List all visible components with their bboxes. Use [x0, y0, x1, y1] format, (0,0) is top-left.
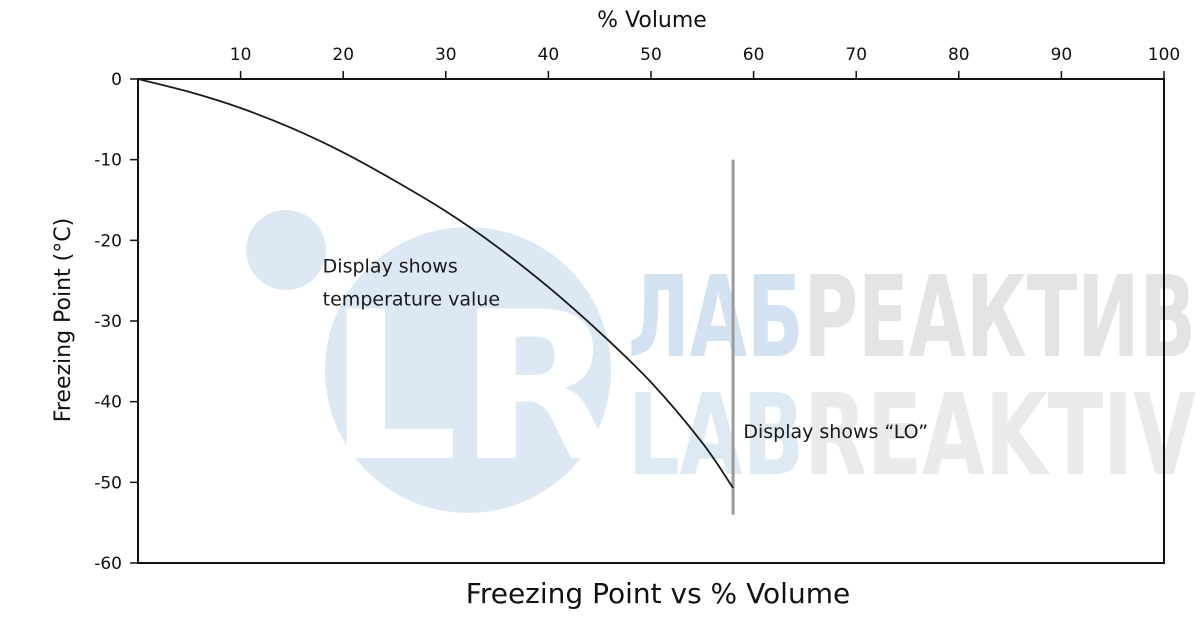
y-tick-label: -10 — [94, 151, 122, 171]
watermark-logo: LR ЛАБРЕАКТИВ LABREAKTIV — [246, 210, 1196, 513]
watermark-large-circle — [325, 227, 611, 513]
x-tick-label: 80 — [948, 45, 970, 65]
y-tick-label: -30 — [94, 312, 122, 332]
y-tick-label: -50 — [94, 473, 122, 493]
chart-title: Freezing Point vs % Volume — [466, 577, 850, 610]
x-axis-ticks: 10 20 30 40 50 60 70 80 90 100 — [230, 45, 1180, 79]
annotation-text: Display shows “LO” — [743, 421, 928, 443]
x-tick-label: 30 — [435, 45, 457, 65]
y-axis-ticks: 0 -10 -20 -30 -40 -50 -60 — [94, 70, 138, 574]
x-tick-label: 90 — [1051, 45, 1073, 65]
y-tick-label: -60 — [94, 554, 122, 574]
y-axis-title: Freezing Point (°C) — [51, 218, 76, 422]
x-tick-label: 40 — [538, 45, 560, 65]
watermark-small-circle — [246, 210, 326, 290]
y-tick-label: 0 — [111, 70, 122, 90]
x-tick-label: 20 — [332, 45, 354, 65]
x-axis-title: % Volume — [597, 8, 707, 33]
y-tick-label: -40 — [94, 393, 122, 413]
x-tick-label: 10 — [230, 45, 252, 65]
annotation-text: Display shows temperature value — [323, 256, 500, 311]
x-tick-label: 70 — [845, 45, 867, 65]
annotation-line: temperature value — [323, 289, 500, 311]
watermark-line2-gray: REAKTIV — [804, 371, 1196, 501]
watermark-line1-blue: ЛАБ — [628, 253, 804, 383]
annotation-line: Display shows “LO” — [743, 421, 928, 443]
x-tick-label: 100 — [1148, 45, 1180, 65]
series-line — [137, 78, 734, 489]
watermark-line2: LABREAKTIV — [628, 371, 1196, 501]
watermark-monogram: LR — [328, 269, 616, 507]
x-tick-label: 50 — [640, 45, 662, 65]
annotation-line: Display shows — [323, 256, 458, 278]
series-group — [137, 78, 734, 489]
watermark-line1-gray: РЕАКТИВ — [804, 253, 1196, 383]
watermark-line1: ЛАБРЕАКТИВ — [628, 253, 1196, 383]
x-tick-label: 60 — [743, 45, 765, 65]
y-tick-label: -20 — [94, 231, 122, 251]
watermark-line2-blue: LAB — [628, 371, 804, 501]
